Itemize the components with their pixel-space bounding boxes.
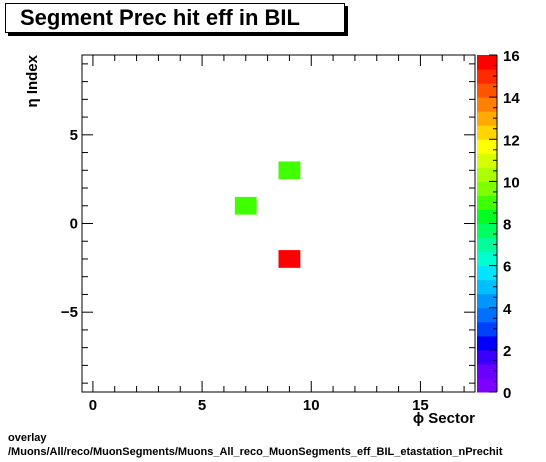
footer-histogram-path: /Muons/All/reco/MuonSegments/Muons_All_r… [8,446,503,458]
y-tick-label: 0 [70,216,78,233]
colorbar-segment [477,125,497,140]
colorbar-segment [477,279,497,295]
x-tick-label: 5 [198,397,206,414]
colorbar-segment [477,83,497,98]
heatmap-cell [278,250,301,268]
colorbar-tick-label: 12 [503,132,520,149]
colorbar-segment [477,167,497,182]
x-tick-label: 0 [89,397,97,414]
colorbar-tick-label: 2 [503,343,511,360]
plot-frame [81,54,476,393]
colorbar-segment [477,153,497,168]
chart-title: Segment Prec hit eff in BIL [5,3,345,33]
colorbar-segment [477,321,497,337]
y-tick-label: 5 [70,127,78,144]
colorbar-segment [477,377,497,393]
heatmap-cell [234,196,257,215]
colorbar-segment [477,293,497,309]
colorbar-segment [477,195,497,210]
colorbar-segment [477,181,497,196]
colorbar-segment [477,335,497,351]
colorbar-segment [477,307,497,323]
x-axis-title: ϕ Sector [413,410,475,427]
colorbar-tick-label: 4 [503,301,512,318]
footer-overlay-label: overlay [8,432,47,444]
colorbar-segment [477,139,497,154]
x-tick-label: 15 [412,397,429,414]
colorbar-segment [477,265,497,281]
y-tick-label: −5 [61,304,78,321]
colorbar-segment [477,111,497,126]
colorbar-segment [477,237,497,253]
colorbar-tick-label: 16 [503,48,520,65]
colorbar-segment [477,97,497,112]
colorbar-tick-label: 14 [503,90,520,107]
colorbar-tick-label: 10 [503,174,520,191]
colorbar-segment [477,349,497,365]
colorbar-segment [477,55,497,70]
colorbar-segment [477,69,497,84]
heatmap-cell [278,161,301,180]
colorbar-tick-label: 0 [503,385,511,402]
colorbar-segment [477,251,497,267]
y-axis-title: η Index [24,54,41,107]
colorbar-tick-label: 8 [503,217,511,234]
colorbar-segment [477,223,497,239]
colorbar-tick-label: 6 [503,259,511,276]
x-tick-label: 10 [303,397,320,414]
colorbar-segment [477,363,497,379]
colorbar-segment [477,209,497,224]
